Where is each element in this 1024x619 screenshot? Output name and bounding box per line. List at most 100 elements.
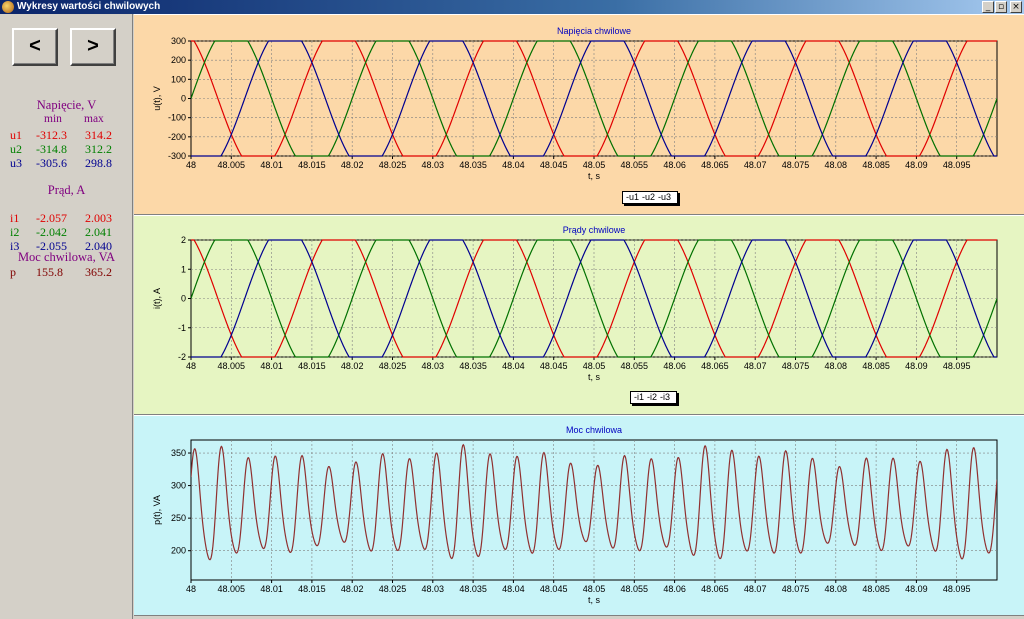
x-tick-label: 48.02 (341, 584, 364, 594)
x-tick-label: 48.025 (379, 160, 407, 170)
x-tick-label: 48 (186, 160, 196, 170)
stat-max-u1: 314.2 (85, 128, 112, 142)
stat-row-p: p 155.8 365.2 (0, 265, 133, 279)
legend-entry-u3: -u3 (658, 192, 672, 202)
maximize-button[interactable]: ▫ (995, 1, 1007, 13)
x-axis-label: t, s (588, 171, 601, 181)
y-tick-label: 0 (181, 94, 186, 104)
y-tick-label: 1 (181, 264, 186, 274)
y-tick-label: 300 (171, 36, 186, 46)
chart-title: Napięcia chwilowe (557, 26, 631, 36)
x-tick-label: 48.075 (782, 160, 810, 170)
x-tick-label: 48.05 (583, 584, 606, 594)
y-tick-label: 0 (181, 294, 186, 304)
x-tick-label: 48.055 (621, 584, 649, 594)
power-stats-title: Moc chwilowa, VA (17, 250, 116, 264)
x-tick-label: 48.035 (459, 160, 487, 170)
x-tick-label: 48.01 (260, 361, 283, 371)
y-tick-label: -100 (168, 113, 186, 123)
title-bar[interactable]: Wykresy wartości chwilowych _ ▫ × (0, 0, 1024, 14)
stat-max-p: 365.2 (85, 265, 112, 279)
chart-title: Moc chwilowa (566, 425, 622, 435)
stat-min-u3: -305.6 (36, 156, 67, 170)
x-tick-label: 48.055 (621, 361, 649, 371)
stat-max-i2: 2.041 (85, 225, 112, 239)
x-tick-label: 48.01 (260, 160, 283, 170)
x-tick-label: 48 (186, 584, 196, 594)
stat-min-p: 155.8 (36, 265, 63, 279)
y-axis-label: p(t), VA (152, 495, 162, 525)
y-tick-label: 300 (171, 481, 186, 491)
y-tick-label: -300 (168, 151, 186, 161)
legend-entry-i2: -i2 (647, 392, 658, 402)
x-tick-label: 48.045 (540, 361, 568, 371)
legend-entry-u2: -u2 (642, 192, 656, 202)
y-tick-label: -200 (168, 132, 186, 142)
x-tick-label: 48.04 (502, 160, 525, 170)
x-tick-label: 48.005 (218, 361, 246, 371)
legend-entry-i3: -i3 (660, 392, 671, 402)
stat-min-i2: -2.042 (36, 225, 67, 239)
x-tick-label: 48.02 (341, 361, 364, 371)
x-tick-label: 48.045 (540, 160, 568, 170)
x-tick-label: 48.005 (218, 160, 246, 170)
series-line-i2 (191, 239, 997, 358)
voltage-legend: -u1 -u2 -u3 (622, 191, 679, 204)
y-axis-label: i(t), A (152, 288, 162, 309)
current-chart: Prądy chwilowe 48 48.005 48.01 48.015 48.02 48… (152, 225, 998, 382)
series-line-p (191, 443, 997, 561)
stat-min-u1: -312.3 (36, 128, 67, 142)
chart-title: Prądy chwilowe (563, 225, 626, 235)
x-tick-label: 48.095 (943, 584, 971, 594)
prev-button[interactable]: < (12, 28, 58, 66)
app-icon (2, 1, 14, 13)
series-line-i3 (191, 239, 997, 358)
x-tick-label: 48.06 (663, 584, 686, 594)
x-tick-label: 48.075 (782, 584, 810, 594)
stat-max-u2: 312.2 (85, 142, 112, 156)
x-axis-label: t, s (588, 595, 601, 605)
x-tick-label: 48.065 (701, 160, 729, 170)
stat-label-i3: i3 (10, 239, 20, 253)
stat-max-u3: 298.8 (85, 156, 112, 170)
x-tick-label: 48.045 (540, 584, 568, 594)
x-tick-label: 48.025 (379, 361, 407, 371)
voltage-chart: Napięcia chwilowe 48 48.005 48.01 48.015 48.0… (152, 26, 998, 181)
stat-row-i3: i3 -2.055 2.040 (0, 239, 133, 253)
x-tick-label: 48.065 (701, 584, 729, 594)
x-tick-label: 48.085 (862, 160, 890, 170)
x-tick-label: 48.05 (583, 361, 606, 371)
stat-label-u2: u2 (10, 142, 22, 156)
y-tick-label: 200 (171, 55, 186, 65)
x-tick-label: 48.065 (701, 361, 729, 371)
x-tick-label: 48.08 (825, 584, 848, 594)
x-tick-label: 48.09 (905, 361, 928, 371)
series-line-i1 (191, 239, 997, 358)
x-tick-label: 48.08 (825, 160, 848, 170)
x-tick-label: 48.015 (298, 361, 326, 371)
y-axis-label: u(t), V (152, 86, 162, 111)
stat-min-i1: -2.057 (36, 211, 67, 225)
x-tick-label: 48.085 (862, 584, 890, 594)
current-stats-title: Prąd, A (47, 183, 86, 197)
x-tick-label: 48 (186, 361, 196, 371)
y-tick-label: -1 (178, 323, 186, 333)
x-axis-label: t, s (588, 372, 601, 382)
x-tick-label: 48.02 (341, 160, 364, 170)
x-tick-label: 48.01 (260, 584, 283, 594)
legend-entry-i1: -i1 (634, 392, 645, 402)
minimize-button[interactable]: _ (982, 1, 994, 13)
stats-panel: < > Napięcie, V min max u1 -312.3 314.2 u2-… (0, 14, 133, 619)
next-button[interactable]: > (70, 28, 116, 66)
close-button[interactable]: × (1010, 1, 1022, 13)
stat-max-i3: 2.040 (85, 239, 112, 253)
stat-label-u1: u1 (10, 128, 22, 142)
x-tick-label: 48.09 (905, 160, 928, 170)
stat-row-u3: u3 -305.6 298.8 (0, 156, 133, 170)
stat-label-i1: i1 (10, 211, 20, 225)
stat-row-i1: i1 -2.057 2.003 (0, 211, 133, 225)
x-tick-label: 48.085 (862, 361, 890, 371)
x-tick-label: 48.06 (663, 361, 686, 371)
y-tick-label: 250 (171, 513, 186, 523)
